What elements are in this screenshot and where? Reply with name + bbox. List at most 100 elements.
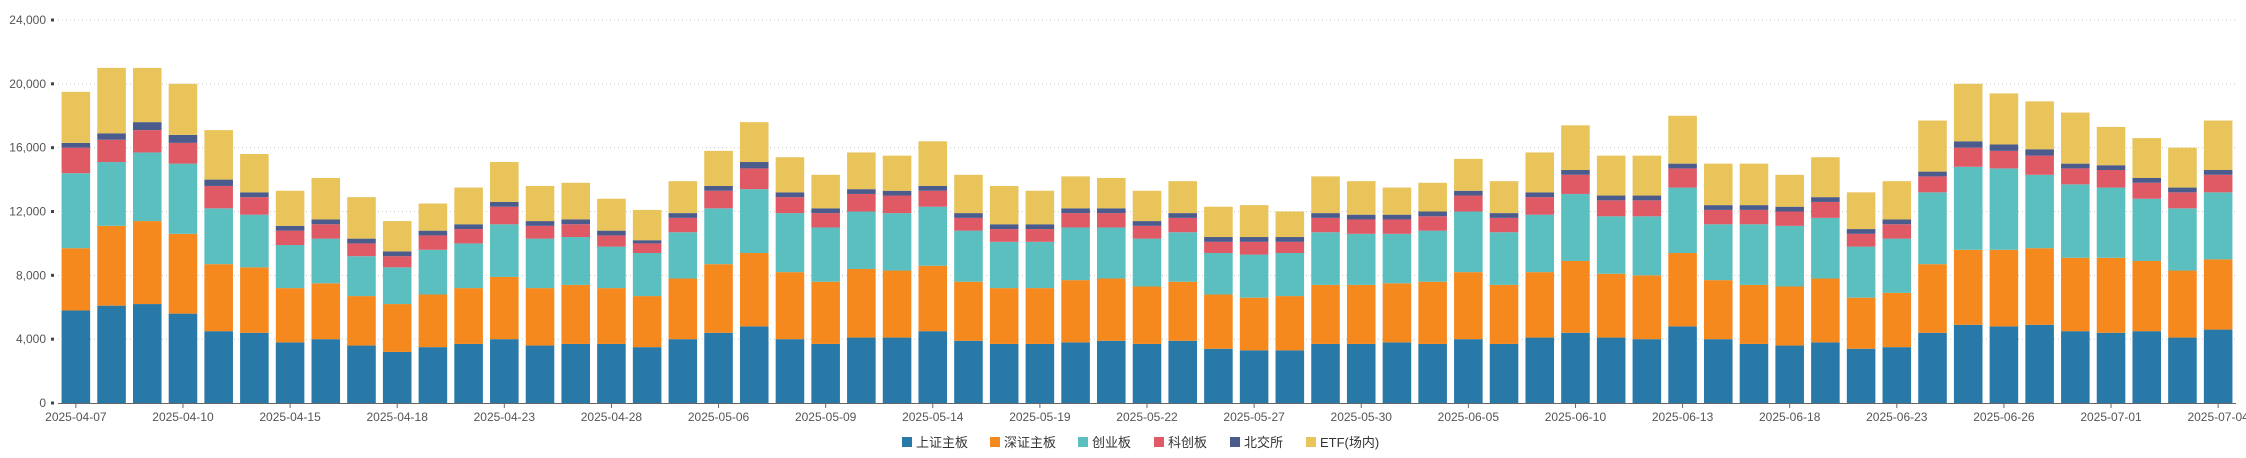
bar-segment [1811, 201, 1840, 218]
bar-segment [811, 343, 840, 403]
legend-swatch [1230, 437, 1240, 447]
bar-segment [2132, 331, 2162, 403]
bar-segment [1989, 326, 2019, 403]
bar-segment [2203, 174, 2233, 193]
bar-segment [2096, 170, 2126, 188]
bar-segment [1489, 217, 1519, 233]
bar-segment [204, 208, 233, 265]
bar-segment [347, 238, 376, 244]
bar-segment [2168, 187, 2197, 193]
bar-segment [1489, 213, 1519, 218]
bar-segment [597, 246, 626, 289]
bar-segment [1097, 340, 1126, 403]
bar-segment [1275, 211, 1305, 238]
bar-segment [168, 233, 198, 314]
bar-segment [561, 284, 591, 344]
bar-segment [1239, 241, 1269, 255]
y-tick-mark [51, 401, 54, 405]
bar-segment [1454, 190, 1483, 196]
x-tick-label: 2025-04-18 [367, 410, 429, 424]
bar-segment [882, 195, 912, 214]
x-tick-label: 2025-06-13 [1652, 410, 1714, 424]
bar-segment [1882, 181, 1912, 220]
bar-segment [1097, 278, 1126, 341]
bar-segment [204, 130, 233, 180]
bar-segment [989, 288, 1019, 344]
bar-segment [1561, 125, 1590, 171]
bar-segment [739, 122, 769, 163]
bar-segment [1811, 342, 1840, 403]
bar-segment [1382, 283, 1412, 343]
bar-segment [2025, 101, 2054, 150]
bar-segment [1382, 187, 1412, 215]
bar-segment [132, 130, 162, 153]
bar-segment [1311, 232, 1340, 285]
bar-segment [1489, 232, 1519, 285]
bar-segment [1311, 284, 1340, 344]
bar-segment [1596, 273, 1626, 338]
bar-segment [775, 339, 805, 403]
bar-segment [168, 134, 198, 143]
bar-segment [2096, 165, 2126, 171]
bar-segment [1204, 237, 1233, 242]
bar-segment [1953, 166, 1983, 250]
bar-segment [132, 304, 162, 403]
y-tick-mark [51, 273, 54, 277]
bar-segment [954, 213, 983, 218]
bar-segment [2061, 163, 2090, 169]
bar-segment [454, 229, 483, 244]
x-tick-label: 2025-05-30 [1331, 410, 1393, 424]
bar-segment [1025, 241, 1055, 289]
bar-segment [1168, 340, 1197, 403]
bar-segment [2025, 324, 2054, 403]
bar-segment [97, 139, 126, 163]
bar-segment [1632, 195, 1662, 201]
y-tick-label: 8,000 [16, 268, 46, 282]
bar-segment [240, 154, 269, 193]
bar-segment [954, 281, 983, 341]
bar-segment [204, 179, 233, 186]
bar-segment [525, 221, 555, 226]
bar-segment [1561, 260, 1590, 333]
bar-segment [918, 185, 948, 191]
bar-segment [2061, 184, 2090, 258]
bar-segment [668, 217, 698, 233]
bar-segment [382, 304, 412, 352]
x-tick-label: 2025-04-23 [474, 410, 536, 424]
bar-segment [2096, 187, 2126, 258]
bar-segment [632, 252, 662, 297]
bar-segment [847, 268, 876, 338]
bar-segment [1561, 193, 1590, 261]
bar-segment [454, 288, 483, 344]
bar-segment [704, 190, 733, 209]
bar-segment [2132, 177, 2162, 183]
bar-segment [882, 155, 912, 191]
bar-segment [1775, 345, 1804, 403]
legend: 上证主板 深证主板 创业板 科创板 北交所 ETF(场内) [902, 435, 1379, 450]
bar-segment [1846, 233, 1876, 247]
bar-segment [490, 276, 519, 340]
bar-segment [704, 150, 733, 186]
bar-segment [1275, 241, 1305, 253]
bar-segment [954, 174, 983, 214]
bar-segment [1775, 206, 1804, 212]
bar-segment [1882, 224, 1912, 239]
bar-segment [2025, 248, 2054, 325]
bar-segment [1382, 219, 1412, 234]
x-tick-label: 2025-04-28 [581, 410, 643, 424]
bar-segment [2061, 112, 2090, 164]
bar-segment [240, 267, 269, 333]
legend-swatch [1154, 437, 1164, 447]
bar-segment [668, 213, 698, 218]
bar-segment [918, 206, 948, 266]
bar-segment [632, 347, 662, 403]
bar-segment [1132, 221, 1162, 226]
bar-segment [240, 332, 269, 403]
bar-segment [1703, 280, 1733, 340]
bar-segment [61, 91, 91, 143]
bar-segment [882, 213, 912, 271]
x-tick-label: 2025-06-10 [1545, 410, 1607, 424]
bar-segment [1596, 200, 1626, 217]
